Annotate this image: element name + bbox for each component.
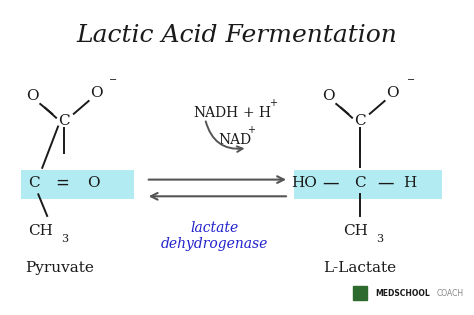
Text: Lactic Acid Fermentation: Lactic Acid Fermentation xyxy=(76,24,397,47)
FancyBboxPatch shape xyxy=(20,170,134,199)
Text: MEDSCHOOL: MEDSCHOOL xyxy=(376,289,430,298)
Text: 3: 3 xyxy=(376,233,383,243)
Text: C: C xyxy=(354,175,366,190)
Text: =: = xyxy=(55,174,69,192)
Text: C: C xyxy=(354,114,366,128)
Text: CH: CH xyxy=(344,224,368,238)
FancyBboxPatch shape xyxy=(294,170,442,199)
FancyArrowPatch shape xyxy=(206,121,243,152)
Text: + H: + H xyxy=(243,106,271,120)
Text: O: O xyxy=(322,89,335,103)
Text: NADH: NADH xyxy=(193,106,238,120)
Text: +: + xyxy=(269,98,277,108)
Text: $^-$: $^-$ xyxy=(404,76,415,90)
Text: O: O xyxy=(386,86,399,100)
Text: C: C xyxy=(28,175,40,190)
Text: L-Lactate: L-Lactate xyxy=(323,261,397,275)
Text: +: + xyxy=(247,125,255,135)
Text: HO: HO xyxy=(291,175,317,190)
Text: —: — xyxy=(377,174,394,192)
Text: O: O xyxy=(26,89,39,103)
Text: Pyruvate: Pyruvate xyxy=(26,261,94,275)
Text: COACH: COACH xyxy=(437,289,464,298)
Text: H: H xyxy=(404,175,417,190)
Text: O: O xyxy=(90,86,103,100)
Text: lactate
dehydrogenase: lactate dehydrogenase xyxy=(161,221,269,251)
Text: CH: CH xyxy=(28,224,53,238)
Text: $^-$: $^-$ xyxy=(106,76,117,90)
Text: NAD: NAD xyxy=(218,133,251,147)
Text: —: — xyxy=(322,174,338,192)
Text: C: C xyxy=(58,114,70,128)
Text: O: O xyxy=(87,175,100,190)
Text: 3: 3 xyxy=(61,233,69,243)
